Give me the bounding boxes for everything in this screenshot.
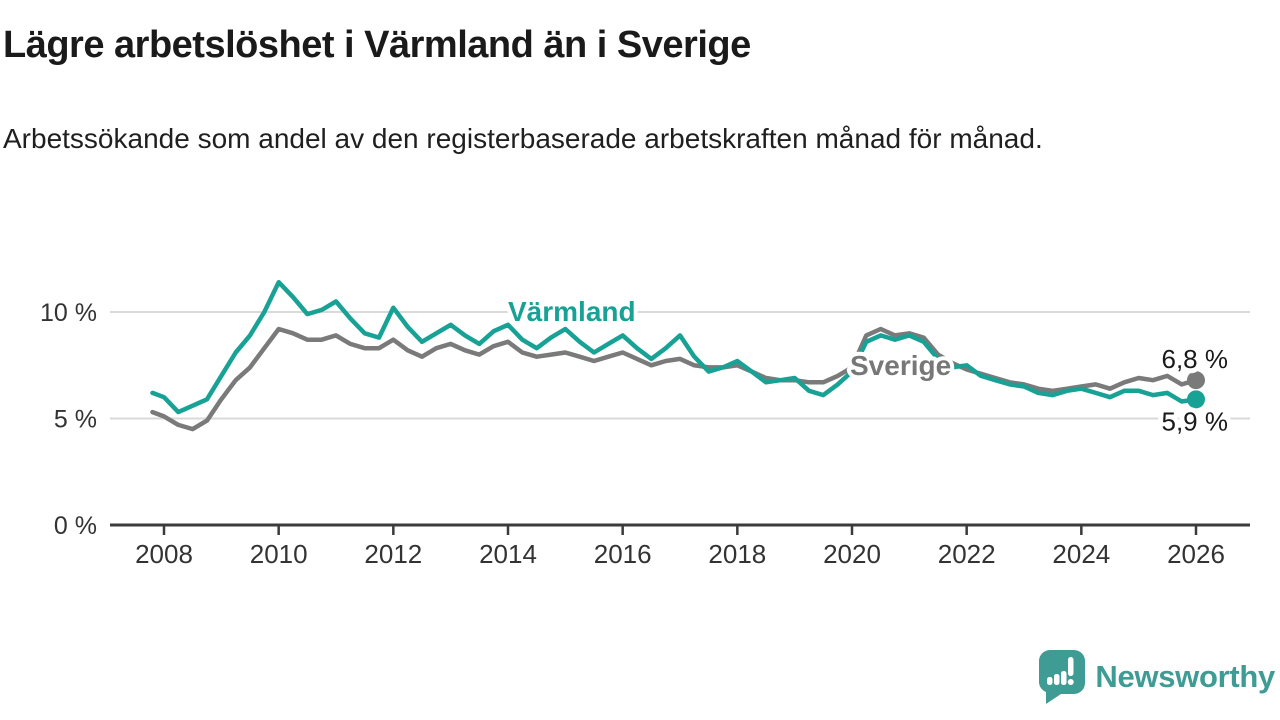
x-tick-label: 2024 [1052, 539, 1110, 569]
x-tick-label: 2026 [1167, 539, 1225, 569]
axis-tick-labels: 0 % 5 % 10 % 2008 2010 2012 2014 2016 2018 2020 20… [40, 299, 1225, 569]
sverige-end-dot [1186, 371, 1205, 390]
y-tick-label: 10 % [40, 299, 97, 327]
x-tick-label: 2016 [594, 539, 652, 569]
x-tick-label: 2012 [364, 539, 422, 569]
newsworthy-logo-icon [1039, 650, 1086, 704]
chart-subtitle: Arbetssökande som andel av den registerb… [3, 123, 1043, 154]
varmland-end-value-label: 5,9 % [1162, 406, 1229, 436]
sverige-line [150, 326, 1199, 432]
x-tick-label: 2020 [823, 539, 881, 569]
x-tick-label: 2008 [135, 539, 193, 569]
sverige-end-value-label: 6,8 % [1162, 344, 1229, 374]
varmland-series-label: Värmland [508, 296, 636, 327]
brand-name: Newsworthy [1095, 659, 1275, 694]
y-tick-label: 5 % [54, 406, 97, 434]
chart-title: Lägre arbetslöshet i Värmland än i Sveri… [3, 24, 751, 66]
y-tick-label: 0 % [54, 512, 97, 540]
x-tick-label: 2018 [708, 539, 766, 569]
gridlines [110, 311, 1250, 527]
x-tick-label: 2014 [479, 539, 537, 569]
varmland-end-dot [1186, 390, 1205, 409]
x-tick-label: 2022 [938, 539, 996, 569]
sverige-series-label: Sverige [850, 350, 951, 381]
x-tick-label: 2010 [250, 539, 308, 569]
varmland-line [150, 279, 1199, 415]
newsworthy-brand-link[interactable]: Newsworthy [1039, 650, 1275, 704]
axis-ticks [162, 526, 1198, 535]
